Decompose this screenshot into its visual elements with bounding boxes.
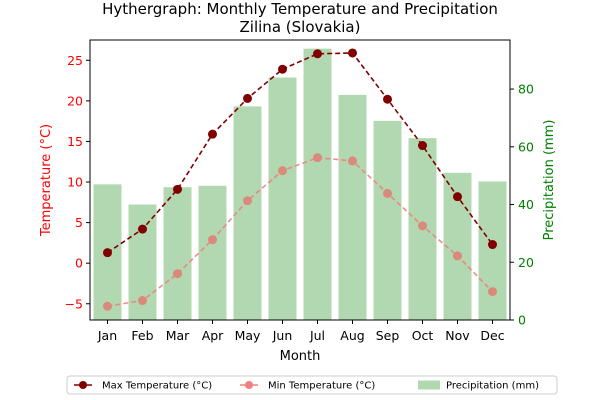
min-temperature-point [313, 153, 322, 163]
min-temperature-point [383, 188, 392, 198]
x-tick-label: Apr [202, 328, 224, 343]
x-tick-label: Jan [97, 328, 117, 343]
min-temperature-point [243, 196, 252, 206]
right-axis: 0 20 40 60 80 [510, 82, 534, 328]
min-temperature-point [173, 269, 182, 279]
left-tick-label: 15 [67, 134, 83, 149]
legend-marker-swatch [245, 381, 253, 389]
legend-label: Precipitation (mm) [446, 381, 539, 392]
legend-bar-swatch [418, 380, 440, 390]
legend-label: Min Temperature (°C) [268, 381, 375, 392]
precipitation-bar [338, 94, 367, 320]
chart-subtitle: Zilina (Slovakia) [240, 18, 361, 36]
max-temperature-point [453, 192, 462, 202]
max-temperature-point [383, 94, 392, 104]
right-tick-label: 0 [518, 313, 526, 328]
min-temperature-point [488, 287, 497, 297]
x-tick-label: Dec [480, 328, 504, 343]
x-tick-label: Nov [445, 328, 470, 343]
x-tick-label: Jul [309, 328, 325, 343]
temperature-lines [103, 48, 497, 311]
right-tick-label: 80 [518, 82, 534, 97]
x-tick-label: Oct [412, 328, 434, 343]
max-temperature-line [107, 52, 494, 254]
right-tick-label: 40 [518, 197, 534, 212]
left-tick-label: 5 [75, 215, 83, 230]
plot-frame [89, 39, 511, 321]
precipitation-bar [478, 181, 507, 320]
max-temperature-point [243, 93, 252, 103]
min-temperature-point [348, 156, 357, 166]
min-temperature-point [453, 251, 462, 261]
x-tick-label: Sep [376, 328, 400, 343]
legend-label: Max Temperature (°C) [102, 381, 212, 392]
max-temperature-point [173, 184, 182, 194]
precipitation-bar [268, 77, 297, 320]
x-tick-label: Aug [340, 328, 364, 343]
min-temperature-point [208, 235, 217, 245]
left-tick-label: 20 [67, 93, 83, 108]
max-temperature-point [348, 48, 357, 58]
left-axis-label: Temperature (°C) [39, 124, 54, 237]
precipitation-bars [93, 48, 507, 321]
precipitation-bar [373, 120, 402, 321]
x-tick-label: Feb [131, 328, 153, 343]
precipitation-bar [198, 185, 227, 320]
left-tick-label: 0 [75, 256, 83, 271]
min-temperature-point [138, 296, 147, 306]
min-temperature-line [107, 156, 494, 307]
left-tick-label: −5 [65, 296, 83, 311]
legend-marker-swatch [79, 381, 87, 389]
min-temperature-point [278, 166, 287, 176]
right-tick-label: 60 [518, 139, 534, 154]
x-axis-label: Month [280, 349, 321, 364]
left-tick-label: 25 [67, 53, 83, 68]
max-temperature-point [103, 248, 112, 258]
x-axis: Jan Feb Mar Apr May Jun Jul Aug Sep Oct Nov Dec [97, 320, 505, 343]
right-tick-label: 20 [518, 255, 534, 270]
max-temperature-point [138, 224, 147, 234]
max-temperature-point [418, 141, 427, 151]
legend: Max Temperature (°C) Min Temperature (°C)… [66, 375, 558, 395]
left-tick-label: 10 [67, 175, 83, 190]
x-tick-label: Mar [166, 328, 190, 343]
max-temperature-point [313, 49, 322, 59]
chart-title: Hythergraph: Monthly Temperature and Pre… [102, 0, 498, 18]
max-temperature-point [208, 129, 217, 139]
right-axis-label: Precipitation (mm) [542, 120, 557, 241]
max-temperature-point [488, 240, 497, 250]
x-tick-label: May [235, 328, 261, 343]
min-temperature-point [418, 221, 427, 231]
min-temperature-point [103, 301, 112, 311]
left-axis: −5 0 5 10 15 20 25 [65, 53, 90, 311]
precipitation-bar [163, 187, 192, 320]
precipitation-bar [303, 48, 332, 321]
precipitation-bar [233, 106, 262, 320]
x-tick-label: Jun [272, 328, 293, 343]
max-temperature-point [278, 64, 287, 74]
